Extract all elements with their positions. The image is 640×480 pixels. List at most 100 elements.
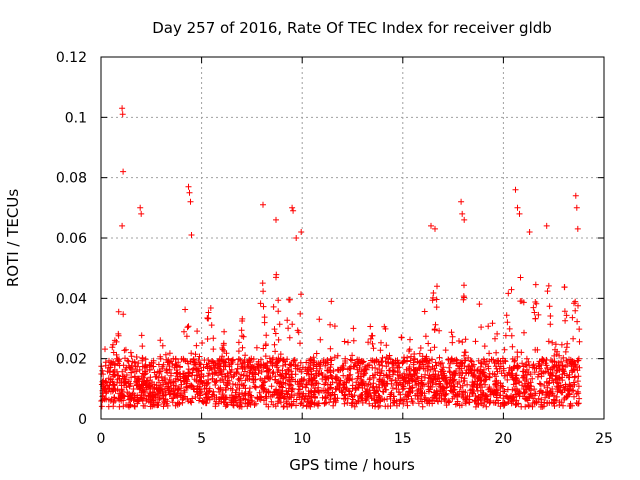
data-point xyxy=(420,361,426,368)
data-point xyxy=(544,400,551,407)
data-point xyxy=(476,301,483,308)
data-point xyxy=(480,402,487,409)
data-point xyxy=(497,363,504,370)
data-point xyxy=(565,387,572,394)
data-point xyxy=(289,371,296,378)
data-point xyxy=(500,388,507,395)
data-point xyxy=(436,327,443,334)
data-point-outlier xyxy=(290,207,297,214)
data-point xyxy=(509,343,516,350)
data-point xyxy=(502,332,509,339)
data-point xyxy=(278,390,285,397)
data-point xyxy=(276,321,283,328)
data-point xyxy=(395,375,402,382)
data-point xyxy=(348,400,355,407)
data-point xyxy=(289,321,296,328)
data-point xyxy=(135,375,142,382)
data-point xyxy=(439,360,445,366)
data-point xyxy=(461,377,468,384)
data-point xyxy=(298,380,304,387)
data-point xyxy=(520,368,527,375)
data-point xyxy=(184,384,191,391)
data-point xyxy=(430,290,437,296)
data-point xyxy=(462,400,469,407)
data-point-outlier xyxy=(432,225,438,232)
data-point xyxy=(187,398,194,405)
data-point xyxy=(405,388,412,395)
data-point xyxy=(298,291,304,298)
data-point xyxy=(465,354,472,361)
ticks-layer xyxy=(100,56,605,420)
data-point xyxy=(543,362,550,369)
data-point xyxy=(292,365,299,372)
x-tick-label: 15 xyxy=(394,431,412,447)
data-point xyxy=(544,288,551,295)
data-point xyxy=(185,369,192,376)
data-point xyxy=(124,393,131,400)
x-tick-label: 25 xyxy=(595,431,613,447)
data-point xyxy=(370,374,377,381)
data-point xyxy=(571,300,577,307)
data-point-outlier xyxy=(119,222,126,229)
data-point xyxy=(147,393,154,400)
data-point xyxy=(569,369,576,376)
data-point xyxy=(127,349,134,356)
data-point xyxy=(149,389,156,395)
data-point xyxy=(355,370,362,376)
data-point xyxy=(128,353,135,360)
data-point xyxy=(175,359,182,366)
data-point xyxy=(193,342,200,349)
data-point xyxy=(395,382,402,389)
data-point xyxy=(474,367,481,374)
data-point xyxy=(403,366,410,373)
data-point xyxy=(433,296,440,303)
data-point xyxy=(238,371,245,378)
data-point xyxy=(115,332,122,339)
data-point xyxy=(376,372,383,379)
data-point xyxy=(98,403,105,410)
data-point xyxy=(501,372,508,379)
data-point xyxy=(523,395,530,402)
data-point xyxy=(386,373,393,380)
data-point xyxy=(364,362,371,369)
data-point xyxy=(227,369,233,376)
data-point xyxy=(515,400,522,407)
data-point xyxy=(388,380,395,387)
data-point xyxy=(270,303,277,310)
data-point xyxy=(484,398,491,404)
data-point xyxy=(452,370,459,377)
data-point xyxy=(575,400,581,407)
data-point xyxy=(572,307,579,314)
data-point xyxy=(209,366,215,373)
data-point xyxy=(317,336,324,343)
data-point xyxy=(387,356,394,363)
data-point xyxy=(165,388,172,394)
data-point xyxy=(111,337,118,344)
data-point xyxy=(492,335,498,342)
data-point xyxy=(142,368,149,375)
data-point xyxy=(416,359,423,366)
data-point xyxy=(285,395,292,402)
data-point xyxy=(308,357,315,363)
data-point xyxy=(231,394,238,401)
data-point xyxy=(132,373,138,380)
data-point xyxy=(501,346,508,353)
data-point xyxy=(425,340,432,347)
data-point xyxy=(350,325,357,332)
data-point xyxy=(247,365,254,372)
data-point xyxy=(287,361,294,368)
data-point xyxy=(229,381,236,387)
data-point xyxy=(504,386,511,393)
data-point xyxy=(238,327,245,334)
data-point xyxy=(337,377,344,384)
data-point xyxy=(387,403,394,409)
data-point xyxy=(334,374,341,381)
data-point xyxy=(281,403,287,410)
data-point xyxy=(551,358,558,365)
data-point xyxy=(331,354,338,361)
data-point xyxy=(461,282,467,289)
data-point xyxy=(161,398,168,405)
data-point xyxy=(483,403,490,410)
data-point xyxy=(175,376,181,383)
data-point xyxy=(327,321,334,328)
